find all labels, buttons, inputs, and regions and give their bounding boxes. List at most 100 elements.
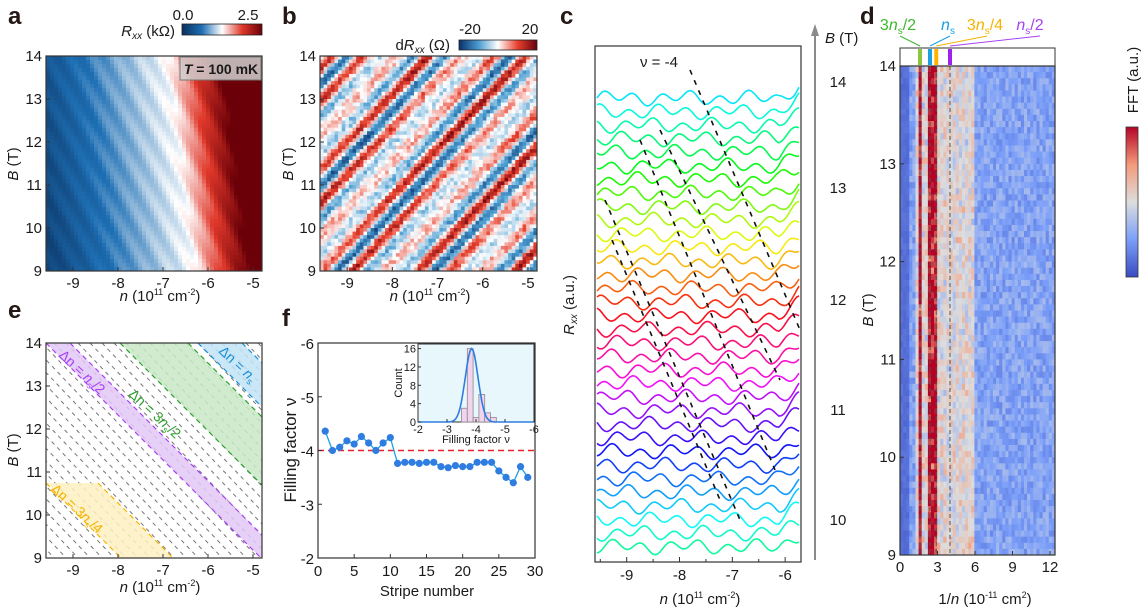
heatmap-cell: [352, 177, 357, 183]
heatmap-cell: [114, 171, 119, 177]
heatmap-cell: [238, 195, 243, 200]
heatmap-cell: [90, 207, 95, 212]
heatmap-cell: [348, 213, 354, 218]
heatmap-cell: [334, 267, 339, 271]
heatmap-cell: [118, 223, 123, 228]
heatmap-cell: [238, 131, 243, 137]
heatmap-cell: [190, 147, 195, 153]
heatmap-cell: [246, 247, 251, 252]
heatmap-cell: [138, 219, 143, 224]
heatmap-cell: [118, 163, 123, 169]
heatmap-cell: [62, 83, 67, 89]
heatmap-cell: [210, 123, 215, 129]
heatmap-cell: [432, 224, 437, 229]
heatmap-cell: [352, 192, 357, 197]
heatmap-cell: [385, 181, 390, 186]
heatmap-cell: [62, 103, 67, 109]
heatmap-cell: [348, 256, 354, 261]
heatmap-cell: [367, 181, 372, 186]
heatmap-cell: [374, 163, 379, 168]
heatmap-cell: [323, 177, 328, 183]
heatmap-cell: [334, 174, 339, 179]
heatmap-cell: [338, 81, 343, 86]
heatmap-cell: [338, 134, 343, 140]
heatmap-cell: [388, 267, 393, 271]
heatmap-cell: [86, 123, 91, 129]
heatmap-cell: [106, 71, 111, 77]
heatmap-cell: [428, 174, 433, 179]
heatmap-cell: [406, 142, 412, 147]
heatmap-cell: [62, 267, 67, 271]
heatmap-cell: [320, 88, 325, 93]
heatmap-cell: [138, 147, 143, 153]
heatmap-cell: [118, 155, 123, 161]
heatmap-cell: [410, 242, 415, 247]
heatmap-cell: [363, 134, 368, 140]
heatmap-cell: [432, 195, 437, 200]
heatmap-cell: [258, 215, 262, 220]
heatmap-cell: [246, 243, 251, 248]
heatmap-cell: [410, 177, 415, 183]
heatmap-cell: [359, 253, 364, 258]
heatmap-cell: [432, 124, 437, 129]
heatmap-cell: [230, 231, 235, 236]
heatmap-cell: [242, 147, 247, 153]
heatmap-cell: [417, 195, 422, 200]
heatmap-cell: [432, 210, 437, 215]
heatmap-cell: [356, 242, 361, 247]
heatmap-cell: [414, 220, 419, 226]
heatmap-cell: [345, 91, 350, 97]
heatmap-cell: [374, 210, 379, 215]
heatmap-cell: [62, 251, 67, 256]
heatmap-cell: [130, 227, 135, 232]
heatmap-cell: [50, 179, 55, 185]
heatmap-cell: [158, 63, 163, 69]
heatmap-cell: [377, 220, 383, 226]
heatmap-cell: [432, 206, 437, 211]
heatmap-cell: [114, 151, 119, 157]
heatmap-cell: [162, 107, 167, 113]
heatmap-cell: [323, 202, 328, 208]
heatmap-cell: [345, 249, 350, 254]
heatmap-cell: [174, 243, 179, 248]
heatmap-cell: [392, 220, 397, 226]
heatmap-cell: [417, 142, 422, 147]
heatmap-cell: [327, 228, 332, 233]
heatmap-cell: [46, 203, 51, 208]
heatmap-cell: [114, 175, 119, 181]
heatmap-cell: [320, 124, 325, 129]
heatmap-cell: [392, 113, 397, 118]
heatmap-cell: [206, 91, 211, 97]
heatmap-cell: [421, 88, 426, 93]
heatmap-cell: [194, 223, 199, 228]
heatmap-cell: [439, 56, 444, 61]
heatmap-cell: [428, 235, 433, 240]
heatmap-cell: [352, 167, 357, 172]
heatmap-cell: [338, 66, 343, 71]
heatmap-cell: [138, 155, 143, 161]
heatmap-cell: [170, 267, 175, 271]
heatmap-cell: [377, 127, 383, 132]
heatmap-cell: [130, 143, 135, 149]
heatmap-cell: [170, 255, 175, 260]
heatmap-cell: [363, 174, 368, 179]
heatmap-cell: [246, 207, 251, 212]
heatmap-cell: [222, 95, 227, 101]
heatmap-cell: [134, 227, 139, 232]
heatmap-cell: [359, 199, 364, 204]
heatmap-cell: [62, 143, 67, 149]
heatmap-cell: [381, 127, 386, 132]
heatmap-cell: [359, 260, 364, 265]
heatmap-cell: [142, 247, 147, 252]
heatmap-cell: [102, 131, 107, 137]
heatmap-cell: [50, 87, 55, 93]
heatmap-cell: [170, 56, 175, 61]
heatmap-cell: [399, 109, 404, 114]
heatmap-cell: [214, 199, 219, 204]
heatmap-cell: [374, 106, 379, 111]
heatmap-cell: [74, 155, 79, 161]
heatmap-cell: [162, 199, 167, 204]
heatmap-cell: [130, 135, 135, 141]
heatmap-cell: [348, 235, 354, 240]
